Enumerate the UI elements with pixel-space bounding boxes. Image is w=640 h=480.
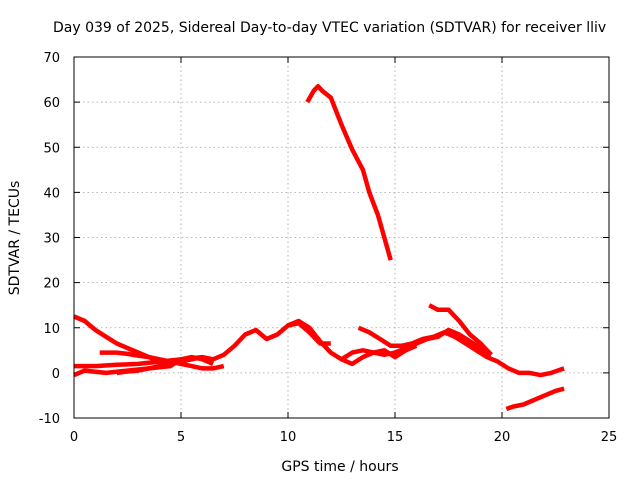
y-tick-label: 70 [43, 51, 60, 66]
y-tick-label: 40 [43, 186, 60, 201]
y-tick-label: 30 [43, 232, 60, 247]
y-tick-label: 60 [43, 96, 60, 111]
y-tick-label: 20 [43, 277, 60, 292]
x-tick-label: 20 [494, 430, 511, 445]
y-axis-title: SDTVAR / TECUs [7, 181, 23, 296]
plot-frame [73, 56, 610, 419]
series-line-arc-7 [305, 84, 393, 261]
series-line-arc-11 [505, 386, 565, 412]
series-line-arc-4 [99, 350, 225, 371]
x-tick-label: 15 [387, 430, 404, 445]
y-tick-labels: -10 0 10 20 30 40 50 60 70 [39, 51, 60, 427]
chart-title: Day 039 of 2025, Sidereal Day-to-day VTE… [53, 20, 606, 36]
grid-layer [74, 57, 609, 418]
x-tick-labels: 0 5 10 15 20 25 [70, 430, 617, 445]
y-tick-label: 50 [43, 141, 60, 156]
x-axis-title: GPS time / hours [281, 459, 398, 475]
series-line-arc-9 [357, 325, 565, 378]
series-line-arc-5 [116, 354, 203, 376]
series-line-arc-6 [287, 318, 418, 367]
y-tick-label: 10 [43, 322, 60, 337]
x-tick-label: 25 [601, 430, 618, 445]
y-tick-label: 0 [52, 367, 60, 382]
y-tick-label: -10 [39, 412, 60, 427]
x-tick-label: 5 [177, 430, 185, 445]
series-layer [73, 84, 565, 412]
series-line-arc-10 [428, 303, 493, 357]
x-tick-label: 0 [70, 430, 78, 445]
x-tick-label: 10 [280, 430, 297, 445]
